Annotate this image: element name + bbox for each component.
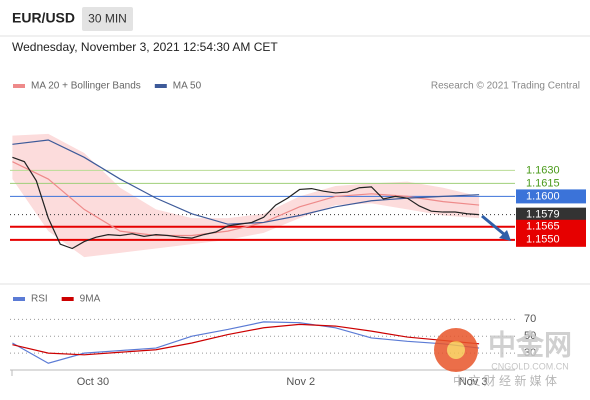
watermark: 中金网 CNGOLD.COM.CN 中 文 财 经 新 媒 体 — [434, 328, 572, 388]
plots: MA 20 + Bollinger Bands MA 50 Oct 30 Nov 2 N… — [10, 81, 586, 388]
x-tick-label: Oct 30 — [77, 376, 109, 388]
legend-label: MA 20 + Bollinger Bands — [31, 81, 141, 92]
series-line — [12, 161, 480, 237]
watermark-text: 中金网 — [488, 328, 572, 360]
watermark-sub: 中 文 财 经 新 媒 体 — [453, 373, 557, 388]
date: Wednesday, November 3, 2021 12:54:30 AM … — [12, 40, 278, 54]
credit: Research © 2021 Trading Central — [431, 81, 580, 92]
level-box — [516, 232, 586, 247]
legend-swatch — [61, 297, 74, 301]
level-label: 1.1615 — [526, 177, 560, 189]
timeframe[interactable]: 30 MIN — [88, 12, 127, 26]
watermark-logo — [447, 341, 465, 359]
y-tick-label: 30 — [524, 347, 536, 359]
arrow-head — [499, 230, 511, 241]
series-line — [12, 323, 480, 356]
level-label: 1.1600 — [526, 190, 560, 202]
series-line — [12, 321, 480, 364]
level-box — [516, 219, 586, 234]
level-box — [516, 189, 586, 204]
y-tick-label: 70 — [524, 313, 536, 325]
watermark-url: CNGOLD.COM.CN — [491, 361, 569, 371]
legend-label: 9MA — [80, 294, 101, 305]
level-box — [516, 207, 586, 222]
x-tick-label: Nov 2 — [286, 376, 315, 388]
level-label: 1.1630 — [526, 164, 560, 176]
legend-swatch — [154, 84, 167, 88]
legend-label: RSI — [31, 294, 48, 305]
symbol: EUR/USD — [12, 10, 75, 26]
legend-swatch — [13, 84, 25, 88]
series-line — [12, 156, 480, 250]
level-label: 1.1579 — [526, 209, 560, 221]
level-label: 1.1565 — [526, 221, 560, 233]
y-tick-label: 50 — [524, 330, 536, 342]
legend-label: MA 50 — [173, 81, 202, 92]
legend-swatch — [13, 297, 25, 301]
timeframe-button[interactable] — [82, 7, 133, 31]
arrow — [481, 214, 506, 237]
x-tick-label: Nov 3 — [459, 376, 488, 388]
level-label: 1.1550 — [526, 234, 560, 246]
